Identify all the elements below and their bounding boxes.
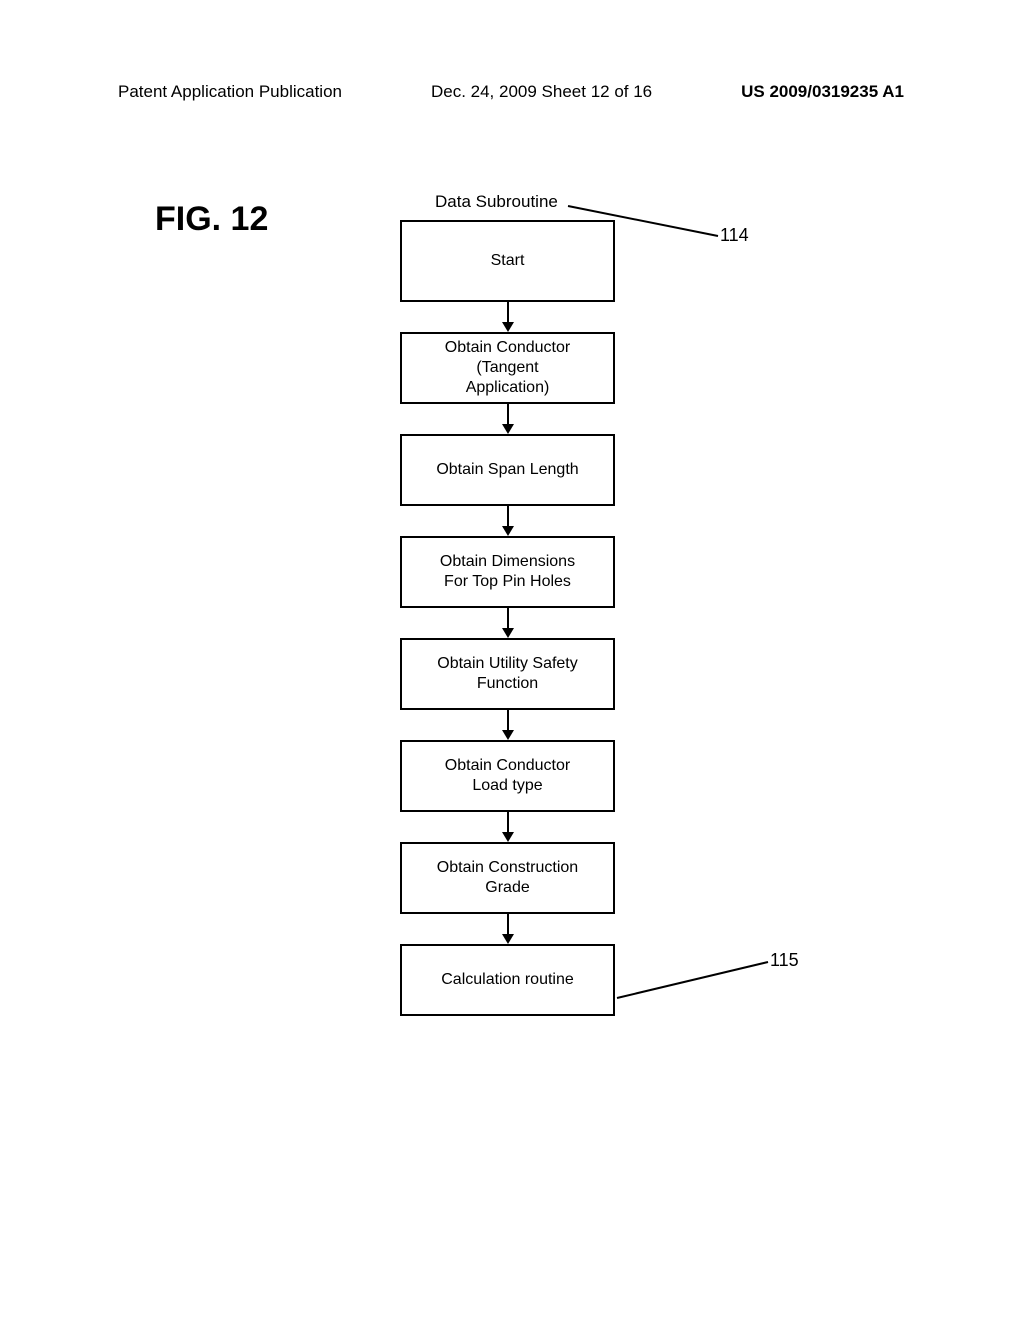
leader-line-115 <box>0 0 1024 1320</box>
annotation-115: 115 <box>770 950 799 971</box>
